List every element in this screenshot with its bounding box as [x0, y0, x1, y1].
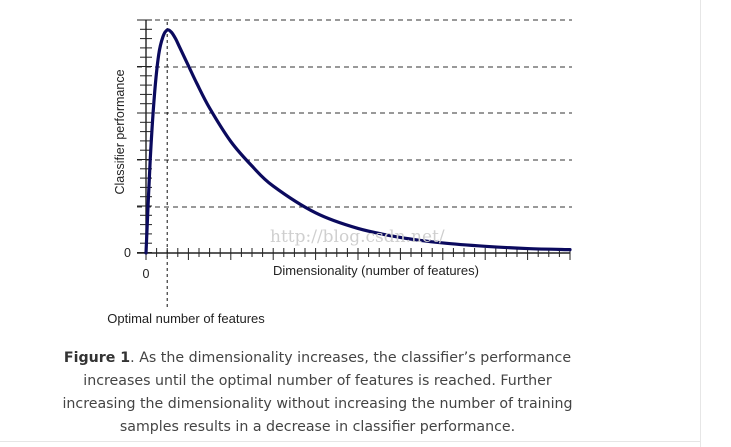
gridlines	[137, 19, 572, 208]
y-axis-label: Classifier performance	[113, 69, 127, 194]
caption-text: . As the dimensionality increases, the c…	[62, 350, 573, 435]
axis-ticks	[137, 19, 571, 260]
x-tick-label-0: 0	[143, 267, 150, 281]
axes	[137, 20, 570, 254]
bottom-divider	[0, 441, 700, 442]
watermark-text: http://blog.csdn.net/	[270, 227, 445, 247]
series-line-performance	[144, 28, 572, 255]
y-tick-label-0: 0	[124, 246, 131, 260]
figure-caption: Figure 1. As the dimensionality increase…	[55, 347, 580, 439]
caption-label: Figure 1	[63, 350, 131, 366]
right-divider	[700, 0, 701, 447]
x-axis-label: Dimensionality (number of features)	[273, 263, 479, 278]
optimal-features-annotation: Optimal number of features	[107, 311, 265, 326]
